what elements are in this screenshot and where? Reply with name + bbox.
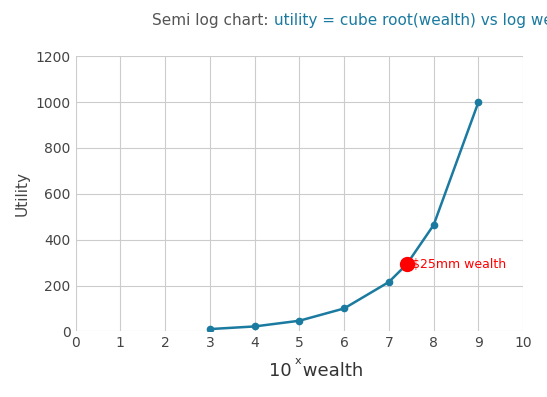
Text: $25mm wealth: $25mm wealth <box>412 258 506 271</box>
Text: wealth: wealth <box>296 362 363 380</box>
Y-axis label: Utility: Utility <box>15 171 30 216</box>
Text: utility = cube root(wealth) vs log wealth: utility = cube root(wealth) vs log wealt… <box>274 13 547 29</box>
Text: Semi log chart:: Semi log chart: <box>152 13 274 29</box>
Text: x: x <box>295 356 301 366</box>
Text: 10: 10 <box>269 362 291 380</box>
